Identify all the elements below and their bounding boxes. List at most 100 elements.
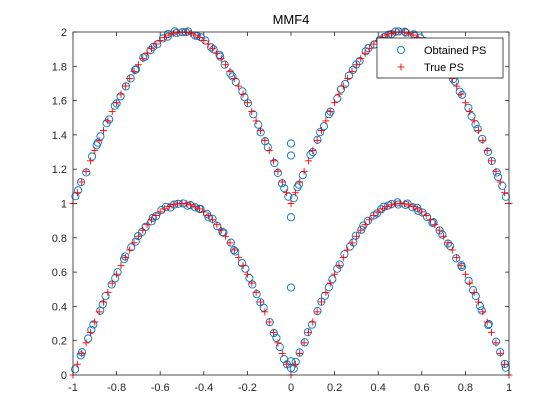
true-point (348, 67, 356, 75)
obtained-point (238, 87, 247, 96)
obtained-point (139, 53, 148, 62)
true-point (335, 90, 343, 98)
ticks-layer: -1 -0.8 -0.6 -0.4 -0.2 0 0.2 0.4 0.6 0.8 1 0 0.2 0.4 0… (52, 27, 512, 394)
true-point (226, 239, 234, 247)
true-point (409, 31, 417, 39)
obtained-point (240, 93, 249, 102)
true-point (387, 29, 395, 37)
true-point (274, 339, 282, 347)
true-point (108, 108, 116, 116)
true-point (235, 254, 243, 262)
true-point (365, 44, 373, 52)
x-tick-label: 0.8 (458, 382, 473, 394)
true-point (379, 205, 387, 213)
true-point (261, 308, 269, 316)
true-point (126, 74, 134, 82)
true-point (291, 189, 299, 197)
true-point (457, 262, 465, 270)
true-point (291, 360, 299, 368)
obtained-point (483, 147, 493, 156)
chart-title: MMF4 (273, 12, 310, 27)
true-point (413, 205, 421, 213)
obtained-point (270, 158, 279, 168)
true-point (296, 350, 304, 358)
y-tick-label: 0.2 (52, 336, 67, 348)
true-point (304, 328, 312, 336)
true-point (322, 117, 330, 125)
obtained-point (184, 27, 193, 36)
true-point (169, 201, 177, 209)
obtained-point (294, 180, 303, 189)
true-point (457, 90, 465, 98)
obtained-point (132, 65, 141, 74)
true-point (383, 31, 391, 39)
true-point (296, 178, 304, 186)
true-point (270, 328, 278, 336)
true-point (243, 99, 251, 107)
true-point (418, 208, 426, 216)
true-point (239, 90, 247, 98)
true-point (304, 157, 312, 165)
x-tick-label: 0.4 (371, 382, 386, 394)
true-point (383, 203, 391, 211)
true-point (479, 136, 487, 144)
true-point (139, 226, 147, 234)
true-point (117, 90, 125, 98)
legend-plus-marker (397, 63, 405, 71)
true-point (248, 108, 256, 116)
obtained-point (88, 152, 97, 161)
obtained-point (306, 150, 315, 159)
x-tick-label: -1 (68, 382, 78, 394)
true-point (448, 246, 456, 254)
true-point (374, 208, 382, 216)
true-point (248, 279, 256, 287)
true-point (78, 350, 86, 358)
x-tick-label: -0.2 (238, 382, 257, 394)
true-point (256, 298, 264, 306)
true-point (195, 33, 203, 41)
obtained-point (458, 90, 467, 99)
true-point (187, 201, 195, 209)
true-point (82, 167, 90, 175)
true-point (405, 201, 413, 209)
true-point (335, 262, 343, 270)
true-point (261, 136, 269, 144)
true-point (278, 350, 286, 358)
obtained-point (259, 303, 268, 312)
obtained-point (96, 132, 105, 141)
true-point (322, 288, 330, 296)
obtained-point (333, 264, 342, 273)
true-point (204, 212, 212, 220)
obtained-point (289, 194, 298, 203)
obtained-point (484, 319, 493, 329)
true-point (405, 29, 413, 37)
true-point (318, 126, 326, 134)
obtained-point (475, 302, 485, 311)
obtained-point (248, 280, 257, 289)
true-point (496, 178, 504, 186)
true-point (409, 203, 417, 211)
obtained-point (324, 283, 333, 292)
true-point (352, 61, 360, 69)
true-point (313, 136, 321, 144)
true-point (108, 279, 116, 287)
x-tick-label: 0.6 (414, 382, 429, 394)
obtained-point (89, 320, 98, 329)
true-point (191, 203, 199, 211)
true-point (222, 61, 230, 69)
true-point (139, 55, 147, 63)
true-point (326, 108, 334, 116)
true-point (195, 205, 203, 213)
true-point (217, 226, 225, 234)
obtained-point (344, 71, 354, 80)
true-point (357, 226, 365, 234)
true-point (387, 201, 395, 209)
true-point (400, 200, 408, 208)
x-tick-label: 0 (288, 382, 294, 394)
true-point (344, 246, 352, 254)
true-point (470, 117, 478, 125)
obtained-point-outlier (286, 151, 296, 160)
true-point (213, 49, 221, 57)
